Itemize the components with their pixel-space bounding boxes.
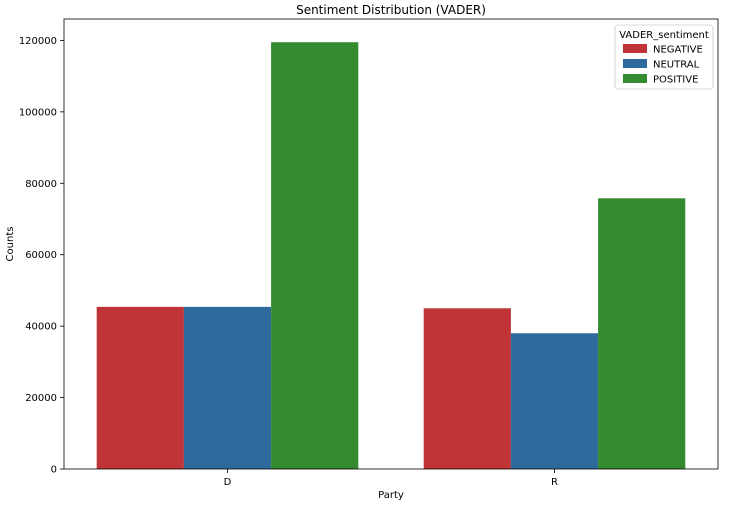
y-tick-label: 100000 [19, 107, 57, 118]
x-tick-label-r: R [551, 477, 558, 488]
y-tick-label: 40000 [25, 322, 57, 333]
y-axis: 0 20000 40000 60000 80000 100000 120000 [19, 36, 64, 476]
chart-title: Sentiment Distribution (VADER) [296, 3, 486, 17]
legend-box [614, 24, 714, 90]
legend-swatch-neutral [623, 59, 647, 68]
plot-frame [63, 18, 719, 470]
bar-neutral-d [183, 306, 272, 469]
legend-label-negative: NEGATIVE [653, 45, 703, 56]
y-tick-label: 120000 [19, 36, 57, 47]
y-tick-label: 60000 [25, 250, 57, 261]
y-axis-title: Counts [5, 227, 16, 262]
bar-positive-d [271, 42, 359, 469]
bar-negative-d [96, 306, 184, 469]
y-tick-label: 20000 [25, 393, 57, 404]
y-tick-label: 0 [51, 465, 57, 476]
legend-title: VADER_sentiment [619, 30, 709, 41]
legend-label-positive: POSITIVE [653, 75, 698, 86]
legend-swatch-negative [623, 44, 647, 53]
bar-negative-r [423, 308, 511, 469]
y-tick-label: 80000 [25, 179, 57, 190]
bars-group [96, 42, 686, 470]
bar-neutral-r [510, 333, 599, 469]
x-axis-title: Party [378, 490, 404, 501]
bar-positive-r [598, 198, 686, 470]
legend-swatch-positive [623, 74, 647, 83]
legend: VADER_sentiment NEGATIVE NEUTRAL POSITIVE [614, 24, 714, 90]
legend-label-neutral: NEUTRAL [653, 60, 700, 71]
x-tick-label-d: D [224, 477, 232, 488]
legend-items: NEGATIVE NEUTRAL POSITIVE [623, 44, 703, 86]
